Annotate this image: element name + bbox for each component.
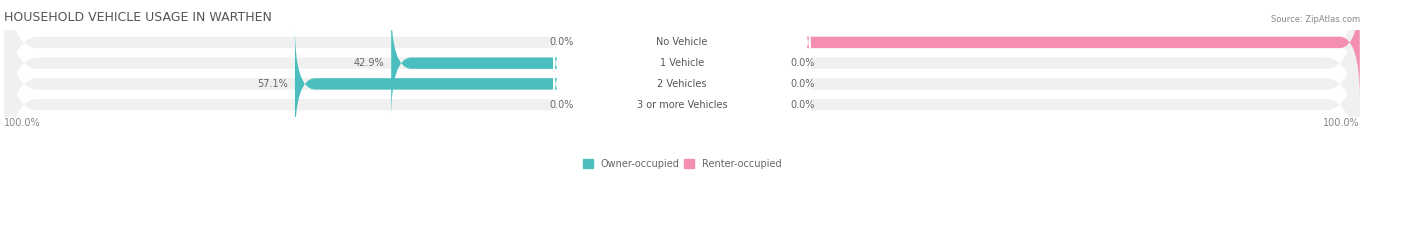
FancyBboxPatch shape bbox=[4, 0, 682, 161]
FancyBboxPatch shape bbox=[553, 6, 811, 79]
Text: HOUSEHOLD VEHICLE USAGE IN WARTHEN: HOUSEHOLD VEHICLE USAGE IN WARTHEN bbox=[4, 11, 271, 24]
FancyBboxPatch shape bbox=[682, 0, 1360, 182]
FancyBboxPatch shape bbox=[682, 0, 1360, 140]
FancyBboxPatch shape bbox=[4, 0, 682, 140]
Text: Source: ZipAtlas.com: Source: ZipAtlas.com bbox=[1271, 15, 1360, 24]
Text: 2 Vehicles: 2 Vehicles bbox=[657, 79, 707, 89]
Text: 57.1%: 57.1% bbox=[257, 79, 288, 89]
FancyBboxPatch shape bbox=[682, 7, 783, 120]
Text: No Vehicle: No Vehicle bbox=[657, 38, 707, 48]
Text: 1 Vehicle: 1 Vehicle bbox=[659, 58, 704, 68]
Text: 3 or more Vehicles: 3 or more Vehicles bbox=[637, 100, 727, 110]
Text: 0.0%: 0.0% bbox=[550, 100, 574, 110]
FancyBboxPatch shape bbox=[682, 0, 1360, 99]
Text: 100.0%: 100.0% bbox=[1367, 38, 1403, 48]
FancyBboxPatch shape bbox=[553, 27, 811, 99]
Text: 100.0%: 100.0% bbox=[4, 118, 41, 128]
FancyBboxPatch shape bbox=[295, 27, 682, 140]
FancyBboxPatch shape bbox=[682, 0, 1360, 161]
FancyBboxPatch shape bbox=[391, 7, 682, 120]
Text: 0.0%: 0.0% bbox=[790, 58, 815, 68]
Text: 0.0%: 0.0% bbox=[550, 38, 574, 48]
FancyBboxPatch shape bbox=[4, 7, 682, 203]
FancyBboxPatch shape bbox=[581, 48, 682, 161]
Legend: Owner-occupied, Renter-occupied: Owner-occupied, Renter-occupied bbox=[582, 159, 782, 169]
FancyBboxPatch shape bbox=[4, 0, 682, 182]
Text: 100.0%: 100.0% bbox=[1323, 118, 1360, 128]
FancyBboxPatch shape bbox=[682, 7, 1360, 203]
FancyBboxPatch shape bbox=[682, 27, 783, 140]
FancyBboxPatch shape bbox=[553, 48, 811, 120]
Text: 0.0%: 0.0% bbox=[790, 79, 815, 89]
FancyBboxPatch shape bbox=[553, 69, 811, 141]
FancyBboxPatch shape bbox=[682, 48, 783, 161]
FancyBboxPatch shape bbox=[581, 0, 682, 99]
Text: 0.0%: 0.0% bbox=[790, 100, 815, 110]
Text: 42.9%: 42.9% bbox=[354, 58, 384, 68]
